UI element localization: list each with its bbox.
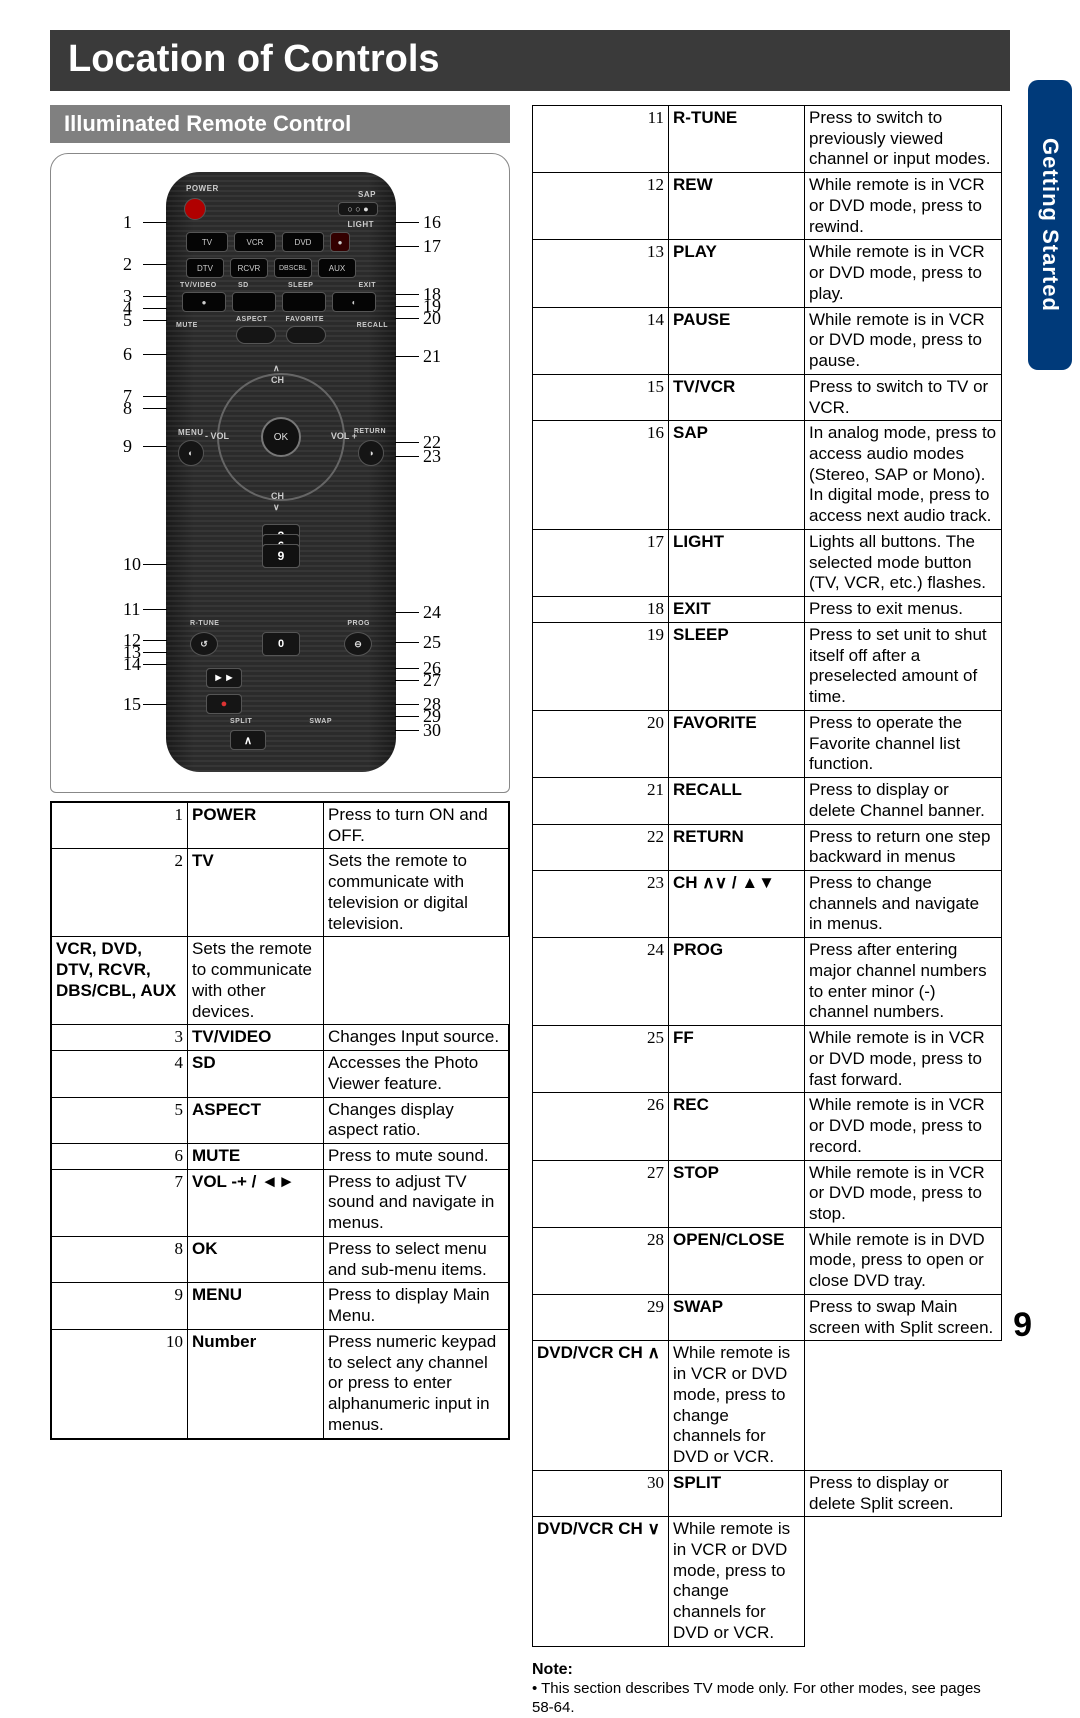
label-sd: SD	[238, 282, 249, 289]
callout-10: 10	[123, 554, 141, 575]
btn-menu: ◐	[178, 440, 204, 466]
btn-rtune: ↺	[190, 632, 218, 656]
side-tab-label: Getting Started	[1037, 138, 1063, 312]
page: Location of Controls Illuminated Remote …	[0, 0, 1080, 1363]
callout-1: 1	[123, 212, 132, 233]
controls-table-left: 1POWERPress to turn ON and OFF.2TVSets t…	[51, 802, 509, 1439]
callout-11: 11	[123, 599, 140, 620]
btn-sd	[232, 292, 276, 312]
callout-6: 6	[123, 344, 132, 365]
btn-dtv: DTV	[186, 258, 224, 278]
btn-dvd: DVD	[282, 232, 324, 252]
side-tab: Getting Started	[1028, 80, 1072, 370]
btn-tv: TV	[186, 232, 228, 252]
btn-return: ◑	[358, 440, 384, 466]
subtitle-band: Illuminated Remote Control	[50, 105, 510, 143]
btn-ok: OK	[261, 417, 301, 457]
dpad: OK - VOL VOL + ∧ CH CH ∨	[211, 367, 351, 507]
key-9: 9	[262, 544, 300, 568]
label-ch-up: ∧	[273, 363, 280, 374]
page-title: Location of Controls	[68, 38, 992, 81]
callout-20: 20	[423, 308, 441, 329]
number-pad: 123 4• 56 789	[206, 524, 356, 554]
btn-cha: ∧	[230, 730, 266, 750]
label-power: POWER	[186, 184, 219, 193]
btn-dbscbl: DBSCBL	[274, 258, 312, 278]
label-split: SPLIT	[230, 718, 252, 725]
btn-sleep	[282, 292, 326, 312]
label-ch-dn: ∨	[273, 502, 280, 513]
btn-rcvr: RCVR	[230, 258, 268, 278]
callout-8: 8	[123, 398, 132, 419]
label-aspect: ASPECT	[236, 316, 267, 323]
label-return: RETURN	[354, 428, 386, 435]
title-band: Location of Controls	[50, 30, 1010, 91]
label-recall: RECALL	[357, 322, 388, 329]
callout-17: 17	[423, 236, 441, 257]
btn-power	[184, 198, 206, 220]
note: Note: • This section describes TV mode o…	[532, 1661, 1002, 1718]
btn-favorite	[286, 326, 326, 344]
btn-tvvideo: ●	[182, 292, 226, 312]
callout-27: 27	[423, 670, 441, 691]
callout-2: 2	[123, 254, 132, 275]
label-prog: PROG	[347, 620, 370, 627]
callout-23: 23	[423, 446, 441, 467]
btn-aspect	[236, 326, 276, 344]
btn-light: ●	[330, 232, 350, 252]
callout-16: 16	[423, 212, 441, 233]
label-sap: SAP	[358, 190, 376, 199]
label-swap: SWAP	[309, 718, 332, 725]
key-0: 0	[262, 632, 300, 656]
right-column: 11R-TUNEPress to switch to previously vi…	[532, 105, 1002, 1718]
label-rtune: R-TUNE	[190, 620, 219, 627]
btn-aux: AUX	[318, 258, 356, 278]
callout-14: 14	[123, 654, 141, 675]
btn-rec: ●	[206, 694, 242, 714]
note-body: • This section describes TV mode only. F…	[532, 1679, 1002, 1718]
controls-table-right: 11R-TUNEPress to switch to previously vi…	[532, 105, 1002, 1647]
left-column: Illuminated Remote Control POWER SAP ○ ○…	[50, 105, 510, 1718]
callout-24: 24	[423, 602, 441, 623]
remote-diagram: POWER SAP ○ ○ ● LIGHT TV VCR DVD ● DTV R…	[50, 153, 510, 793]
label-ch2: CH	[271, 491, 284, 501]
left-table-wrap: 1POWERPress to turn ON and OFF.2TVSets t…	[50, 801, 510, 1440]
label-volminus: - VOL	[205, 431, 229, 441]
btn-sap: ○ ○ ●	[338, 202, 378, 216]
callout-15: 15	[123, 694, 141, 715]
remote-body: POWER SAP ○ ○ ● LIGHT TV VCR DVD ● DTV R…	[166, 172, 396, 772]
btn-prog: ⊖	[344, 632, 372, 656]
note-heading: Note:	[532, 1661, 573, 1678]
btn-exit: ◐	[332, 292, 376, 312]
callout-30: 30	[423, 720, 441, 741]
label-light: LIGHT	[348, 220, 375, 229]
btn-ff: ►►	[206, 668, 242, 688]
label-menu: MENU	[178, 428, 204, 437]
callout-9: 9	[123, 436, 132, 457]
label-ch: CH	[271, 375, 284, 385]
btn-vcr: VCR	[234, 232, 276, 252]
label-favorite: FAVORITE	[286, 316, 324, 323]
callout-5: 5	[123, 310, 132, 331]
callout-25: 25	[423, 632, 441, 653]
label-exit: EXIT	[358, 282, 376, 289]
columns: Illuminated Remote Control POWER SAP ○ ○…	[50, 105, 1040, 1718]
page-number: 9	[1013, 1306, 1032, 1345]
callout-21: 21	[423, 346, 441, 367]
label-sleep: SLEEP	[288, 282, 313, 289]
label-tvvideo: TV/VIDEO	[180, 282, 217, 289]
label-mute: MUTE	[176, 322, 198, 329]
